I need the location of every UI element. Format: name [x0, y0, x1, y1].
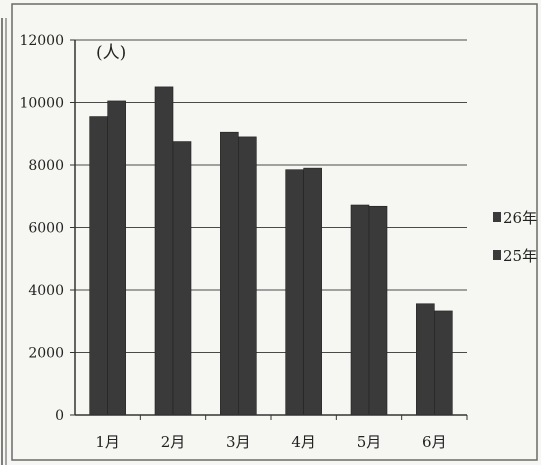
y-tick-label: 0: [55, 408, 64, 424]
bar-26年-2月: [154, 86, 174, 416]
legend: 26年 25年: [493, 209, 537, 265]
bar-25年-3月: [238, 136, 257, 416]
legend-swatch: [493, 212, 501, 222]
y-tick-label: 10000: [19, 96, 64, 112]
bar-26年-5月: [350, 204, 370, 416]
legend-label: 25年: [503, 247, 537, 265]
bar-26年-4月: [285, 169, 304, 416]
y-tick-label: 2000: [28, 346, 64, 362]
y-tick-label: 6000: [28, 221, 64, 237]
y-tick-label: 12000: [19, 33, 64, 49]
x-tick-label: 6月: [422, 433, 447, 451]
bar-25年-1月: [107, 100, 126, 416]
grid-layer: [75, 39, 467, 353]
bar-26年-3月: [220, 131, 239, 416]
bar-25年-6月: [434, 310, 453, 416]
y-tick-layer: 0 2000 4000 6000 8000 10000 12000: [19, 33, 75, 424]
legend-swatch: [493, 250, 501, 260]
bars-layer: [89, 86, 453, 416]
y-tick-label: 4000: [28, 283, 64, 299]
x-tick-label: 2月: [161, 433, 186, 451]
x-tick-label: 5月: [357, 433, 382, 451]
legend-label: 26年: [503, 209, 537, 227]
chart-frame: [11, 3, 538, 461]
x-tick-layer: 1月 2月 3月 4月 5月 6月: [95, 415, 468, 451]
bar-25年-4月: [303, 167, 322, 416]
bar-25年-2月: [172, 141, 192, 416]
x-tick-label: 3月: [226, 433, 251, 451]
y-tick-label: 8000: [28, 158, 64, 174]
x-tick-label: 1月: [95, 433, 120, 451]
bar-26年-6月: [416, 303, 435, 416]
x-tick-label: 4月: [291, 433, 316, 451]
bar-26年-1月: [89, 116, 108, 416]
bar-25年-5月: [368, 205, 388, 416]
unit-label: (人): [96, 43, 126, 63]
